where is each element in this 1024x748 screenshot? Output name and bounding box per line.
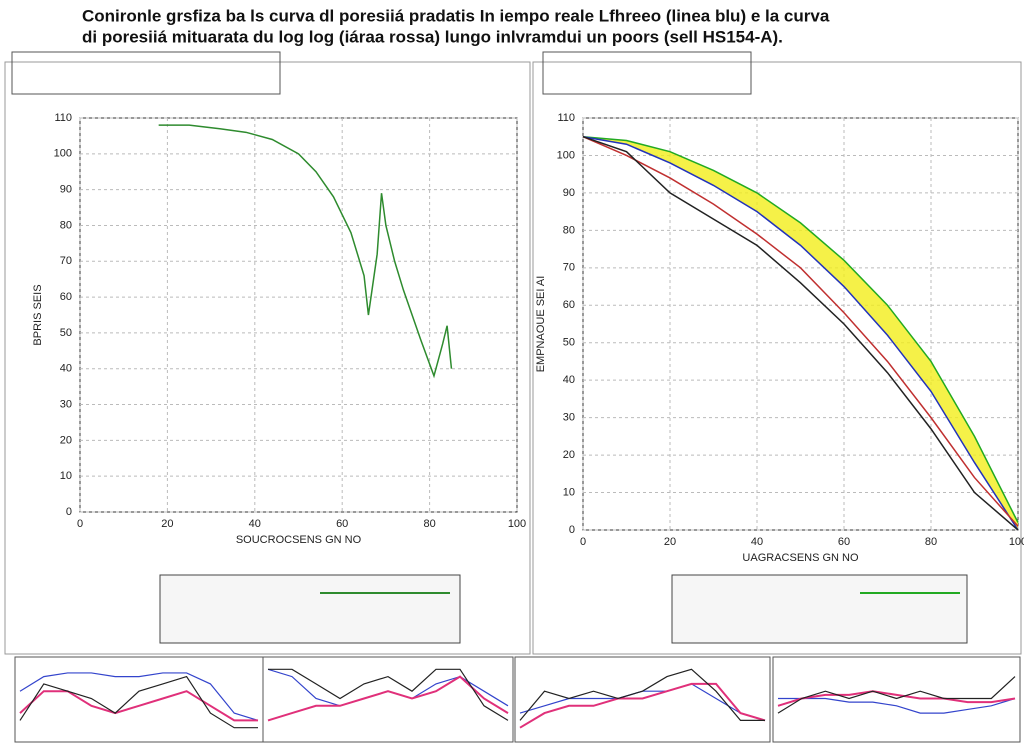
y-tick-label: 40 xyxy=(60,363,72,375)
mini-frame xyxy=(262,656,514,743)
y-tick-label: 20 xyxy=(563,449,575,461)
x-axis-label: UAGRACSENS GN NO xyxy=(742,552,859,564)
y-tick-label: 0 xyxy=(569,524,575,536)
x-tick-label: 20 xyxy=(161,518,173,530)
x-tick-label: 0 xyxy=(77,518,83,530)
plot-area xyxy=(582,117,1019,531)
y-tick-label: 10 xyxy=(60,470,72,482)
mini-line xyxy=(778,697,1016,714)
y-tick-label: 80 xyxy=(563,224,575,236)
y-tick-label: 110 xyxy=(54,112,72,124)
x-tick-label: 60 xyxy=(336,518,348,530)
x-tick-label: 40 xyxy=(249,518,261,530)
y-tick-label: 50 xyxy=(60,327,72,339)
x-tick-label: 80 xyxy=(423,518,435,530)
header-box xyxy=(11,51,281,95)
y-tick-label: 60 xyxy=(60,291,72,303)
y-tick-label: 10 xyxy=(563,486,575,498)
y-tick-label: 20 xyxy=(60,434,72,446)
series-line xyxy=(582,136,1019,531)
band xyxy=(583,136,1018,530)
mini-line xyxy=(777,690,1016,707)
x-tick-label: 40 xyxy=(751,536,763,548)
mini-frame xyxy=(514,656,771,743)
mini-line xyxy=(19,675,258,729)
mini-line xyxy=(519,668,765,721)
mini-line xyxy=(519,683,766,721)
series-line xyxy=(582,136,1019,527)
y-tick-label: 90 xyxy=(563,187,575,199)
mini-frame xyxy=(14,656,264,743)
y-tick-label: 40 xyxy=(563,374,575,386)
mini-line xyxy=(19,690,258,722)
y-tick-label: 50 xyxy=(563,337,575,349)
x-tick-label: 60 xyxy=(838,536,850,548)
y-tick-label: 30 xyxy=(60,398,72,410)
left-frame xyxy=(4,61,531,655)
x-tick-label: 0 xyxy=(580,536,586,548)
y-tick-label: 100 xyxy=(54,148,72,160)
y-tick-label: 100 xyxy=(557,149,575,161)
title: Conironle grsfiza ba ls curva dl poresii… xyxy=(82,6,830,25)
series-line xyxy=(582,135,1019,523)
y-tick-label: 70 xyxy=(563,262,575,274)
x-axis-label: SOUCROCSENS GN NO xyxy=(236,534,362,546)
y-axis-label: BPRIS SEIS xyxy=(32,284,44,345)
mini-line xyxy=(519,682,766,729)
y-tick-label: 0 xyxy=(66,506,72,518)
x-tick-label: 100 xyxy=(1009,536,1024,548)
mini-line xyxy=(19,672,259,721)
y-tick-label: 80 xyxy=(60,219,72,231)
y-tick-label: 110 xyxy=(557,112,575,124)
y-tick-label: 70 xyxy=(60,255,72,267)
right-frame xyxy=(532,61,1022,655)
series-line xyxy=(582,135,1019,531)
header-box xyxy=(542,51,752,95)
y-tick-label: 90 xyxy=(60,184,72,196)
y-tick-label: 30 xyxy=(563,412,575,424)
mini-line xyxy=(268,668,509,721)
legend-box xyxy=(159,574,461,644)
mini-frame xyxy=(772,656,1021,743)
y-axis-label: EMPNAOUE SEI AI xyxy=(535,276,547,373)
plot-area xyxy=(79,117,518,513)
title: di poresiiá mituarata du log log (iárаa … xyxy=(82,27,783,46)
x-tick-label: 100 xyxy=(508,518,526,530)
mini-line xyxy=(777,676,1016,714)
mini-line xyxy=(267,675,509,722)
x-tick-label: 20 xyxy=(664,536,676,548)
y-tick-label: 60 xyxy=(563,299,575,311)
series-line xyxy=(158,124,453,379)
legend-box xyxy=(671,574,968,644)
x-tick-label: 80 xyxy=(925,536,937,548)
